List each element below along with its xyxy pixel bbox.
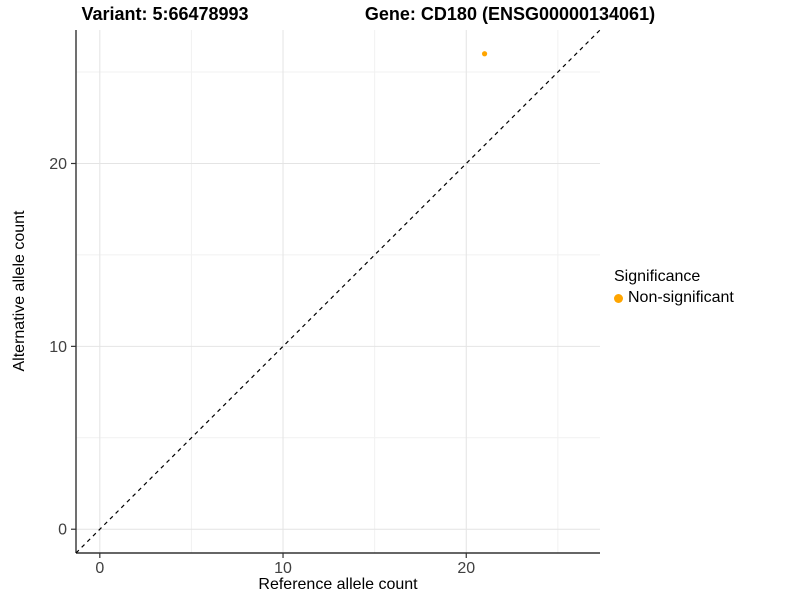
variant-title: Variant: 5:66478993 bbox=[81, 4, 249, 24]
legend-item-label: Non-significant bbox=[628, 289, 734, 306]
x-tick-label: 20 bbox=[457, 560, 475, 577]
y-tick-label: 0 bbox=[58, 522, 67, 539]
x-axis-title: Reference allele count bbox=[258, 576, 418, 593]
gene-title: Gene: CD180 (ENSG00000134061) bbox=[364, 4, 656, 24]
identity-line bbox=[75, 29, 601, 554]
legend: Significance Non-significant bbox=[614, 266, 734, 308]
x-tick-label: 10 bbox=[274, 560, 292, 577]
y-axis-title: Alternative allele count bbox=[11, 210, 28, 372]
y-tick-label: 10 bbox=[49, 339, 67, 356]
data-point bbox=[481, 51, 488, 57]
legend-title: Significance bbox=[614, 268, 701, 285]
legend-item: Non-significant bbox=[614, 288, 734, 308]
y-tick-label: 20 bbox=[49, 156, 67, 173]
x-tick-label: 0 bbox=[95, 560, 104, 577]
legend-point-icon bbox=[614, 293, 623, 303]
